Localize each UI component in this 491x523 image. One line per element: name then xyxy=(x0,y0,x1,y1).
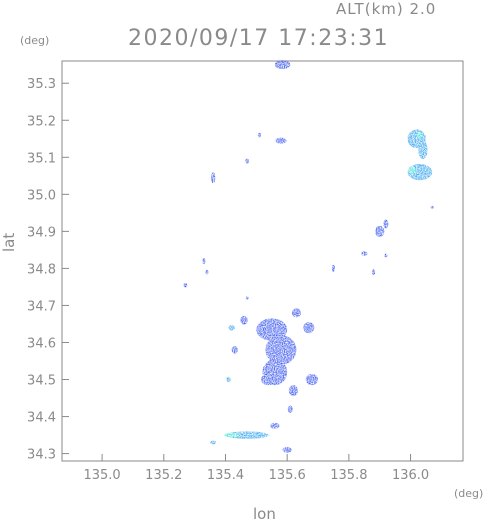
radar-echo-cell xyxy=(416,132,423,139)
radar-echo-cell xyxy=(305,373,319,386)
radar-echo-cell xyxy=(256,318,288,341)
plot-frame xyxy=(61,60,464,462)
radar-echo-cell xyxy=(287,405,293,413)
radar-echo-cell xyxy=(291,308,302,318)
x-tick-label: 135.4 xyxy=(207,468,244,483)
radar-echo-cell xyxy=(231,346,238,354)
radar-echo-cell xyxy=(183,282,188,288)
radar-echo-cell xyxy=(282,446,292,453)
y-axis-unit: (deg) xyxy=(20,34,50,47)
x-axis-unit: (deg) xyxy=(454,487,484,500)
timestamp-title: 2020/09/17 17:23:31 xyxy=(128,26,390,51)
x-tick-label: 135.6 xyxy=(269,468,306,483)
x-axis-label: lon xyxy=(253,505,276,523)
echo-layer xyxy=(183,60,434,453)
y-tick-label: 35.1 xyxy=(27,151,56,166)
radar-echo-cell xyxy=(205,269,209,275)
y-tick-label: 34.8 xyxy=(27,262,56,277)
x-ticks: 135.0 135.2 135.4 135.6 135.8 136.0 xyxy=(83,454,429,483)
radar-echo-cell xyxy=(372,269,376,276)
radar-echo-cell xyxy=(240,315,248,325)
radar-echo-cell xyxy=(384,253,388,258)
radar-echo-cell xyxy=(270,422,280,429)
radar-echo-cell xyxy=(274,60,291,70)
y-tick-label: 34.6 xyxy=(27,336,56,351)
y-tick-label: 34.9 xyxy=(27,225,56,240)
y-tick-label: 34.4 xyxy=(27,411,56,426)
radar-echo-cell xyxy=(260,373,277,386)
y-tick-label: 35.3 xyxy=(27,77,56,92)
radar-echo-cell xyxy=(202,258,206,264)
x-tick-label: 135.8 xyxy=(330,468,367,483)
radar-echo-cell xyxy=(331,264,335,273)
radar-echo-cell xyxy=(265,335,297,365)
radar-echo-cell xyxy=(430,205,434,209)
x-tick-label: 135.2 xyxy=(145,468,182,483)
x-tick-label: 136.0 xyxy=(392,468,429,483)
radar-echo-cell xyxy=(210,172,216,184)
radar-echo-cell xyxy=(210,440,217,445)
radar-echo-cell xyxy=(228,324,235,331)
radar-echo-cell xyxy=(223,432,240,438)
radar-echo-cell xyxy=(275,137,287,144)
altitude-label: ALT(km) 2.0 xyxy=(336,0,437,18)
y-ticks: 34.3 34.4 34.5 34.6 34.7 34.8 34.9 35.0 35.1 35.2… xyxy=(27,77,69,463)
radar-echo-cell xyxy=(245,296,249,300)
radar-echo-cell xyxy=(245,158,249,164)
y-tick-label: 34.3 xyxy=(27,448,56,463)
radar-echo-cell xyxy=(408,166,416,174)
radar-echo-cell xyxy=(361,251,368,256)
y-tick-label: 34.7 xyxy=(27,299,56,314)
radar-echo-cell xyxy=(226,376,231,383)
y-tick-label: 34.5 xyxy=(27,374,56,389)
radar-echo-cell xyxy=(225,431,269,439)
radar-echo-cell xyxy=(257,132,261,138)
radar-echo-cell xyxy=(288,385,298,397)
y-tick-label: 35.2 xyxy=(27,114,56,129)
radar-echo-cell xyxy=(383,219,389,229)
radar-echo-cell xyxy=(303,322,315,334)
radar-echo-cell xyxy=(375,225,385,237)
x-tick-label: 135.0 xyxy=(83,468,120,483)
y-tick-label: 35.0 xyxy=(27,188,56,203)
radar-echo-cell xyxy=(418,140,428,160)
